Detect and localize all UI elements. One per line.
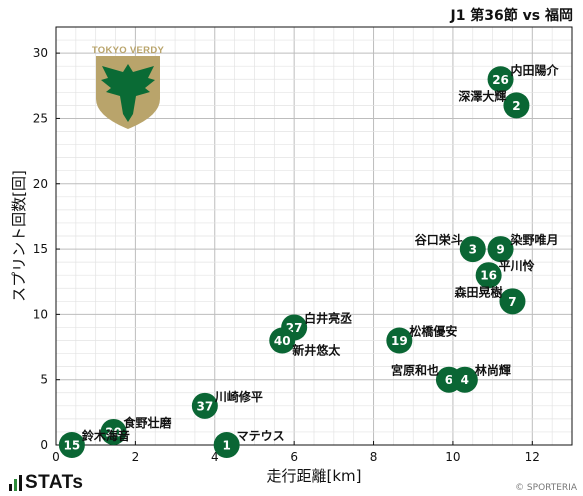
player-number: 4: [461, 373, 469, 387]
y-tick-label: 20: [33, 177, 48, 191]
stats-brand-logo: STATs: [9, 473, 83, 492]
y-tick-label: 10: [33, 307, 48, 321]
player-marker: [191, 392, 218, 419]
player-name: 鈴木海音: [82, 428, 130, 443]
player-name: 白井亮丞: [304, 310, 352, 325]
x-tick-label: 12: [525, 450, 540, 464]
player-marker: [487, 236, 514, 263]
player-number: 2: [512, 99, 520, 113]
player-name: 宮原和也: [391, 363, 439, 378]
player-name: マテウス: [237, 429, 285, 443]
player-name: 川崎修平: [214, 389, 263, 404]
y-tick-label: 30: [33, 46, 48, 60]
player-marker: [451, 366, 478, 393]
player-point: 3 谷口栄斗: [415, 232, 486, 263]
y-tick-label: 25: [33, 111, 48, 125]
player-name: 森田晃樹: [454, 284, 502, 299]
x-axis-label: 走行距離[km]: [266, 467, 361, 485]
player-name: 松橋優安: [409, 324, 457, 339]
player-marker: [475, 262, 502, 289]
stats-bars-icon: [9, 474, 22, 491]
x-tick-label: 0: [52, 450, 60, 464]
y-tick-label: 15: [33, 242, 48, 256]
player-marker: [386, 327, 413, 354]
player-number: 20: [105, 425, 122, 439]
player-number: 40: [274, 334, 291, 348]
player-name: 内田陽介: [511, 62, 560, 77]
player-number: 7: [508, 295, 516, 309]
team-logo: TOKYO VERDY: [92, 45, 165, 129]
x-tick-label: 8: [370, 450, 378, 464]
x-tick-label: 6: [290, 450, 298, 464]
player-number: 16: [480, 269, 497, 283]
player-name: 谷口栄斗: [415, 232, 463, 247]
player-marker: [269, 327, 296, 354]
player-point: 2 深澤大輝: [458, 88, 530, 119]
player-point: 6 宮原和也: [391, 363, 462, 393]
points-layer: 26内田陽介2深澤大輝3谷口栄斗9染野唯月16平川怜7森田晃樹27白井亮丞40新…: [58, 62, 560, 458]
stats-brand-text: STATs: [25, 472, 84, 493]
player-marker: [487, 66, 514, 93]
player-point: 7 森田晃樹: [454, 284, 526, 315]
player-marker: [100, 418, 127, 445]
player-point: 1 マテウス: [213, 429, 285, 458]
player-marker: [503, 92, 530, 119]
x-tick-label: 10: [445, 450, 460, 464]
player-name: 林尚輝: [475, 363, 511, 378]
match-title: J1 第36節 vs 福岡: [450, 8, 573, 24]
player-point: 4 林尚輝: [451, 363, 511, 393]
plot-frame: [55, 26, 573, 446]
player-number: 1: [222, 439, 230, 453]
player-name: 食野壮磨: [123, 415, 172, 430]
player-name: 平川怜: [499, 258, 535, 273]
player-name: 深澤大輝: [458, 88, 506, 103]
player-number: 6: [445, 373, 453, 387]
player-number: 26: [492, 73, 509, 87]
player-marker: [58, 432, 85, 458]
logo-text: TOKYO VERDY: [92, 45, 165, 56]
player-name: 染野唯月: [510, 232, 559, 247]
logo-bird: [101, 64, 155, 122]
player-marker: [459, 236, 486, 263]
y-tick-label: 0: [40, 438, 48, 452]
player-number: 37: [196, 399, 213, 413]
player-number: 9: [496, 243, 504, 257]
player-point: 9 染野唯月: [487, 232, 559, 263]
player-number: 19: [391, 334, 408, 348]
player-marker: [499, 288, 526, 315]
copyright-text: © SPORTERIA: [515, 483, 577, 493]
player-marker: [213, 432, 240, 458]
x-tick-label: 4: [211, 450, 219, 464]
x-tick-label: 2: [132, 450, 140, 464]
player-number: 15: [64, 439, 81, 453]
player-number: 3: [469, 243, 477, 257]
player-name: 新井悠太: [292, 343, 341, 358]
y-axis-label: スプリント回数[回]: [10, 170, 28, 302]
y-tick-label: 5: [40, 373, 48, 387]
